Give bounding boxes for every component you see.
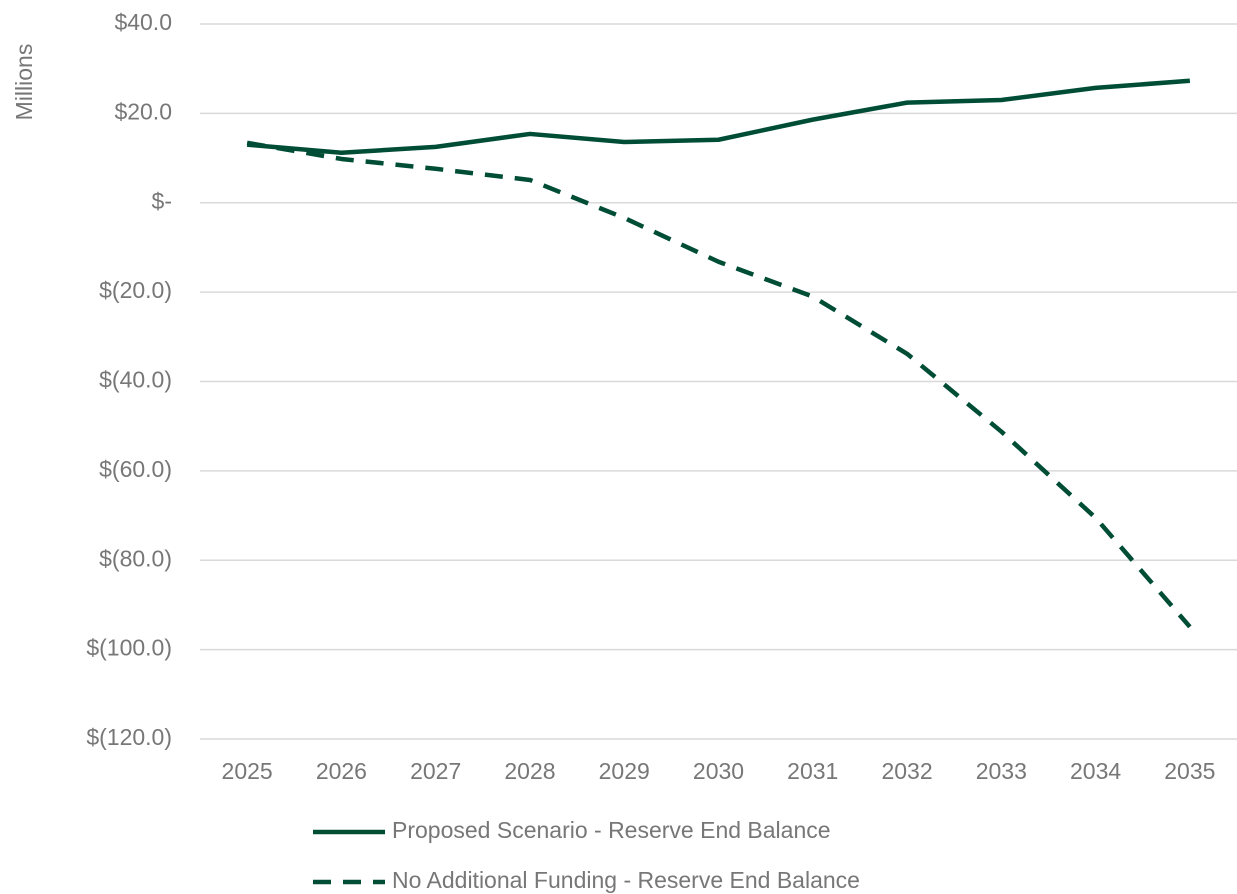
x-tick-label: 2028: [504, 758, 555, 784]
x-tick-label: 2027: [410, 758, 461, 784]
x-tick-label: 2030: [693, 758, 744, 784]
x-tick-label: 2029: [599, 758, 650, 784]
legend-label: No Additional Funding - Reserve End Bala…: [392, 867, 860, 893]
y-tick-label: $(100.0): [86, 635, 172, 661]
x-tick-label: 2035: [1164, 758, 1215, 784]
x-tick-label: 2031: [787, 758, 838, 784]
series-line: [246, 78, 1191, 155]
series-line: [246, 140, 1192, 629]
y-tick-label: $-: [152, 188, 172, 214]
y-tick-label: $(40.0): [99, 367, 172, 393]
x-tick-label: 2026: [316, 758, 367, 784]
y-tick-label: $(80.0): [99, 545, 172, 571]
y-tick-label: $(20.0): [99, 277, 172, 303]
y-tick-label: $(120.0): [86, 724, 172, 750]
x-tick-label: 2032: [881, 758, 932, 784]
x-tick-label: 2034: [1070, 758, 1121, 784]
legend-label: Proposed Scenario - Reserve End Balance: [392, 817, 831, 843]
y-tick-label: $40.0: [114, 9, 172, 35]
x-tick-label: 2033: [976, 758, 1027, 784]
x-tick-label: 2025: [222, 758, 273, 784]
y-tick-label: $(60.0): [99, 456, 172, 482]
y-tick-label: $20.0: [114, 98, 172, 124]
y-axis-label: Millions: [11, 44, 37, 121]
